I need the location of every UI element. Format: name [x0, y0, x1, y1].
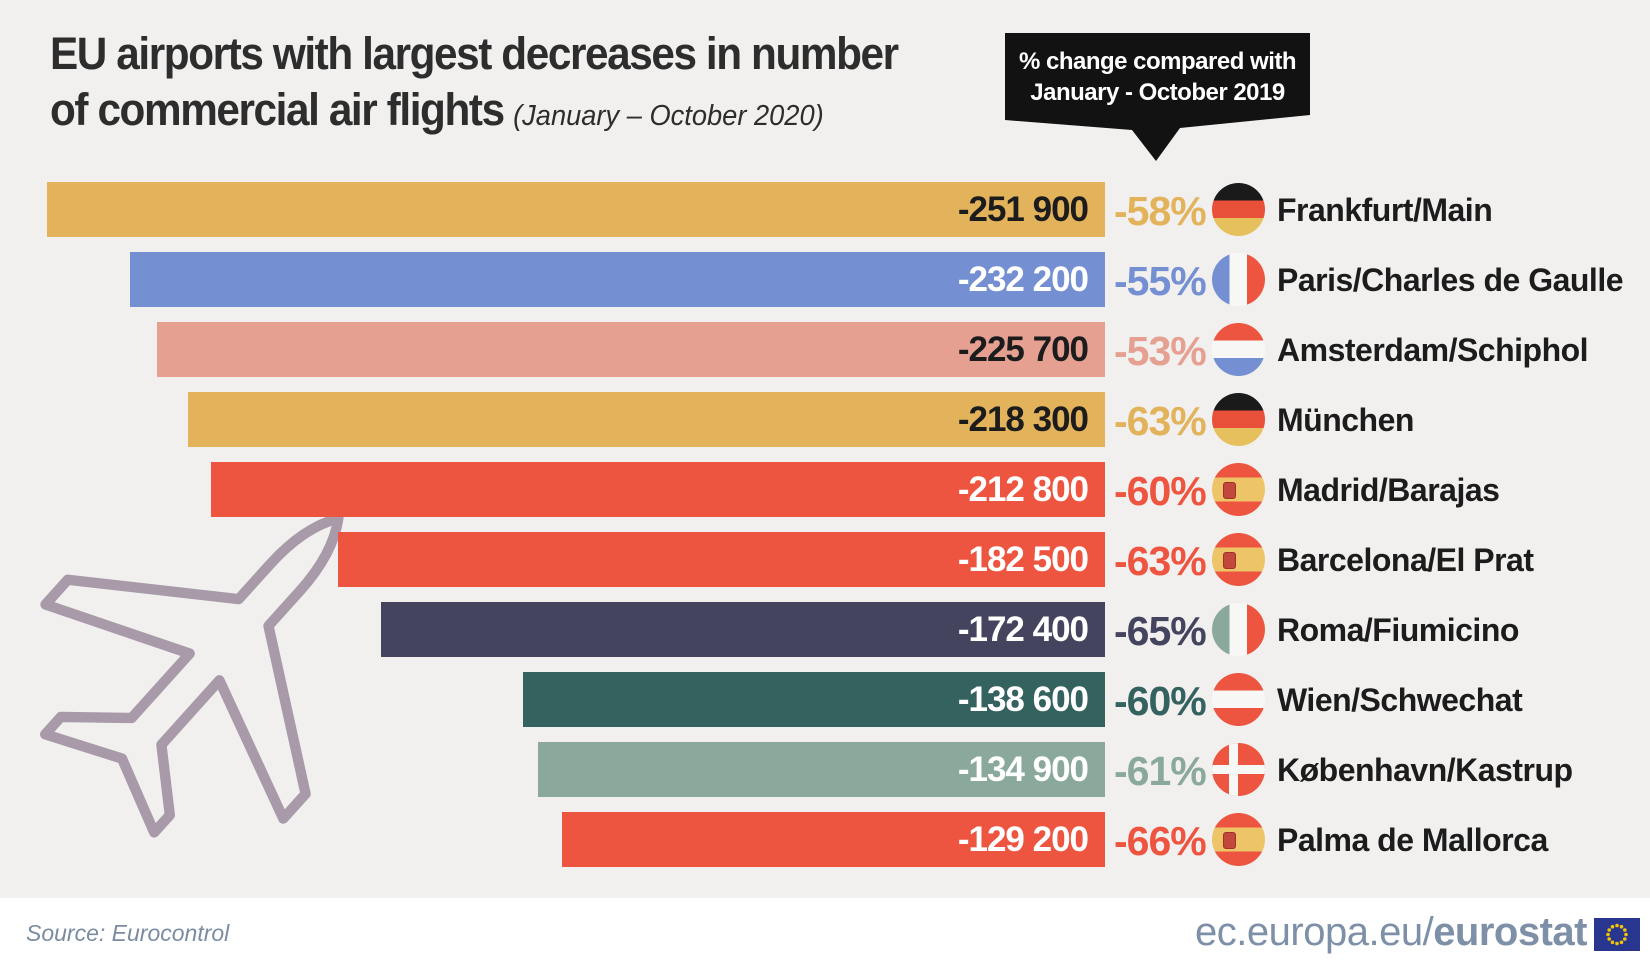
bar: -225 700 — [157, 322, 1105, 377]
airport-name-label: Amsterdam/Schiphol — [1277, 332, 1589, 368]
netherlands-flag-icon — [1212, 323, 1265, 376]
bar: -182 500 — [338, 532, 1105, 587]
bar-row: -232 200 -55% Paris/Charles de Gaulle — [0, 252, 1650, 307]
bar-row: -225 700 -53% Amsterdam/Schiphol — [0, 322, 1650, 377]
bar: -251 900 — [47, 182, 1105, 237]
source-note: Source: Eurocontrol — [26, 920, 230, 946]
airport-name-label: Frankfurt/Main — [1277, 192, 1493, 228]
footer-bar: Source: Eurocontrol ec.europa.eu/eurosta… — [0, 898, 1650, 975]
germany-flag-icon — [1212, 183, 1265, 236]
bar: -129 200 — [562, 812, 1105, 867]
austria-flag-icon — [1212, 673, 1265, 726]
bar-value-label: -212 800 — [957, 470, 1089, 509]
callout-banner: % change compared with January - October… — [1005, 33, 1315, 168]
page-title: EU airports with largest decreases in nu… — [50, 26, 899, 144]
callout-text: % change compared with January - October… — [1005, 46, 1310, 108]
percent-change-label: -60% — [1114, 468, 1207, 514]
spain-flag-icon — [1212, 463, 1265, 516]
callout-banner-shape — [1005, 33, 1310, 161]
title-subtitle: (January – October 2020) — [513, 100, 824, 132]
bar: -138 600 — [523, 672, 1105, 727]
percent-change-label: -53% — [1114, 328, 1207, 374]
title-line-2: of commercial air flights (January – Octo… — [50, 84, 824, 135]
bar-row: -138 600 -60% Wien/Schwechat — [0, 672, 1650, 727]
airport-name-label: København/Kastrup — [1277, 752, 1573, 788]
eu-flag-icon — [1594, 918, 1640, 951]
bar-row: -182 500 -63% Barcelona/El Prat — [0, 532, 1650, 587]
bar-value-label: -172 400 — [957, 610, 1089, 649]
percent-change-label: -58% — [1114, 188, 1207, 234]
percent-change-label: -63% — [1114, 538, 1207, 584]
bar-row: -218 300 -63% München — [0, 392, 1650, 447]
title-line-1: EU airports with largest decreases in nu… — [50, 28, 899, 79]
airport-name-label: München — [1277, 402, 1414, 438]
percent-change-label: -60% — [1114, 678, 1207, 724]
percent-change-label: -63% — [1114, 398, 1207, 444]
spain-flag-icon — [1212, 533, 1265, 586]
spain-flag-icon — [1212, 813, 1265, 866]
percent-change-label: -65% — [1114, 608, 1207, 654]
bar-row: -129 200 -66% Palma de Mallorca — [0, 812, 1650, 867]
percent-change-label: -61% — [1114, 748, 1207, 794]
callout-line-2: January - October 2019 — [1030, 79, 1285, 106]
bar-value-label: -129 200 — [957, 820, 1089, 859]
airplane-outline-icon — [40, 513, 344, 838]
bar: -212 800 — [211, 462, 1105, 517]
percent-change-label: -66% — [1114, 818, 1207, 864]
bar-row: -212 800 -60% Madrid/Barajas — [0, 462, 1650, 517]
airport-name-label: Roma/Fiumicino — [1277, 612, 1519, 648]
airport-name-label: Wien/Schwechat — [1277, 682, 1523, 718]
airport-name-label: Barcelona/El Prat — [1277, 542, 1534, 578]
france-flag-icon — [1212, 253, 1265, 306]
bar-value-label: -182 500 — [957, 540, 1089, 579]
bar-row: -172 400 -65% Roma/Fiumicino — [0, 602, 1650, 657]
bar-value-label: -218 300 — [957, 400, 1089, 439]
airport-name-label: Madrid/Barajas — [1277, 472, 1500, 508]
brand-prefix: ec.europa.eu/ — [1195, 910, 1434, 954]
bar: -218 300 — [188, 392, 1105, 447]
airport-name-label: Paris/Charles de Gaulle — [1277, 262, 1624, 298]
bar-value-label: -225 700 — [957, 330, 1089, 369]
bar-value-label: -232 200 — [957, 260, 1089, 299]
bar-row: -251 900 -58% Frankfurt/Main — [0, 182, 1650, 237]
bar-value-label: -134 900 — [957, 750, 1089, 789]
bar-value-label: -251 900 — [957, 190, 1089, 229]
bar-row: -134 900 -61% København/Kastrup — [0, 742, 1650, 797]
bar-chart: -251 900 -58% Frankfurt/Main -232 200 -5… — [0, 182, 1650, 902]
bar: -172 400 — [381, 602, 1105, 657]
bar: -134 900 — [538, 742, 1105, 797]
germany-flag-icon — [1212, 393, 1265, 446]
bar-value-label: -138 600 — [957, 680, 1089, 719]
eurostat-wordmark: ec.europa.eu/eurostat — [1195, 910, 1640, 955]
airport-name-label: Palma de Mallorca — [1277, 822, 1548, 858]
callout-line-1: % change compared with — [1018, 48, 1297, 75]
denmark-flag-icon — [1212, 743, 1265, 796]
italy-flag-icon — [1212, 603, 1265, 656]
percent-change-label: -55% — [1114, 258, 1207, 304]
bar: -232 200 — [130, 252, 1105, 307]
brand-eurostat: eurostat — [1433, 910, 1587, 954]
